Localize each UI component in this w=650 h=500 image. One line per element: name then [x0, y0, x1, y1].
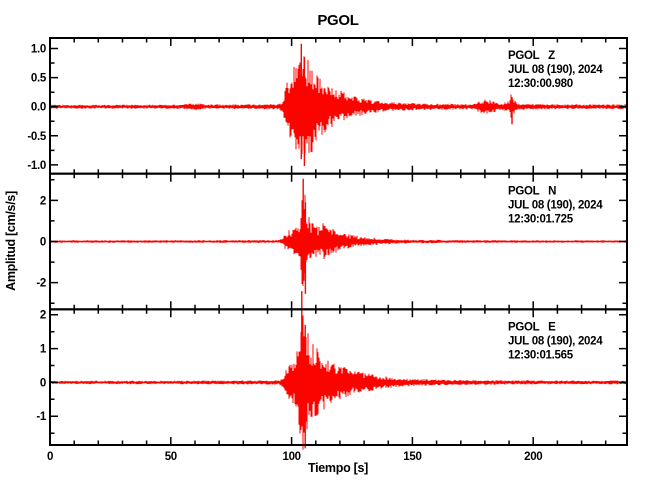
y-tick-label: 1 [40, 344, 47, 356]
panel-n: 2 0 -2 PGOL N JUL 08 (190), 2024 12:30:01.725 [36, 172, 628, 311]
trace-station-channel-label: PGOL E [508, 321, 556, 333]
trace-station-channel-label: PGOL Z [508, 50, 555, 62]
panel-e: 2 1 0 -1 PGOL E JUL 08 (190), 2024 12:30:01.56… [36, 291, 628, 463]
x-tick-label: 50 [165, 451, 177, 463]
x-tick-label: 0 [47, 451, 53, 463]
y-tick-label: -1.0 [27, 160, 46, 172]
y-tick-label: 0 [40, 237, 46, 249]
x-tick-label: 150 [403, 451, 421, 463]
panel-frame [49, 308, 628, 447]
x-tick-label: 200 [524, 451, 542, 463]
trace-date-label: JUL 08 (190), 2024 [508, 200, 603, 212]
plot-title: PGOL [317, 12, 358, 29]
y-axis-label: Amplitud [cm/s/s] [4, 191, 18, 291]
waveform-peaks-e [301, 291, 306, 449]
y-tick-label: 0 [40, 377, 46, 389]
trace-start-time-label: 12:30:00.980 [508, 78, 573, 90]
y-tick-label: 2 [40, 310, 46, 322]
trace-station-channel-label: PGOL N [508, 186, 556, 198]
trace-date-label: JUL 08 (190), 2024 [508, 64, 603, 76]
waveform-peaks-z [300, 43, 513, 167]
y-tick-label: 0.5 [31, 73, 47, 85]
trace-date-label: JUL 08 (190), 2024 [508, 335, 603, 347]
y-tick-label: 0.0 [31, 102, 46, 114]
waveform-peaks-n [302, 178, 307, 294]
y-tick-label: 1.0 [31, 43, 46, 55]
panels-group: 1.0 0.5 0.0 -0.5 -1.0 PGOL Z JUL 08 (190), 202… [27, 37, 628, 463]
trace-start-time-label: 12:30:01.565 [508, 349, 574, 361]
trace-start-time-label: 12:30:01.725 [508, 214, 574, 226]
x-axis-label: Tiempo [s] [308, 461, 368, 475]
x-tick-label: 100 [282, 451, 300, 463]
y-tick-label: 2 [40, 195, 46, 207]
y-tick-label: -2 [36, 278, 46, 290]
y-tick-label: -1 [36, 411, 47, 423]
y-tick-label: -0.5 [27, 131, 47, 143]
panel-z: 1.0 0.5 0.0 -0.5 -1.0 PGOL Z JUL 08 (190), 202… [27, 37, 628, 175]
